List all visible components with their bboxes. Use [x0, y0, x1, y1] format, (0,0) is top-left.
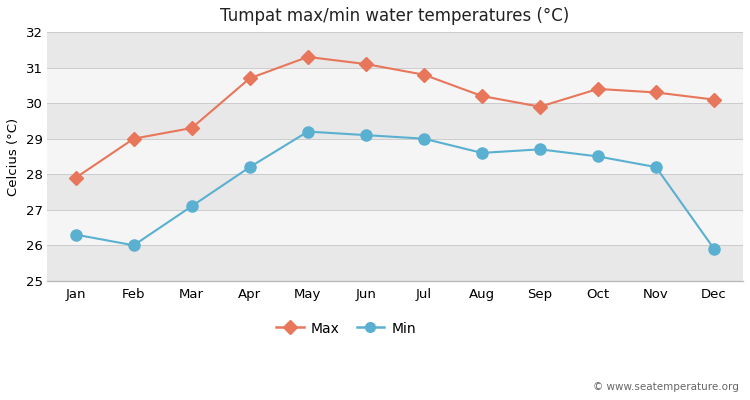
Text: © www.seatemperature.org: © www.seatemperature.org	[592, 382, 739, 392]
Y-axis label: Celcius (°C): Celcius (°C)	[7, 117, 20, 196]
Bar	[46, 174, 743, 210]
Bar	[46, 103, 743, 139]
Bar	[46, 245, 743, 281]
Legend: Max, Min: Max, Min	[271, 316, 422, 341]
Bar	[46, 139, 743, 174]
Bar	[46, 68, 743, 103]
Bar	[46, 32, 743, 68]
Bar	[46, 210, 743, 245]
Title: Tumpat max/min water temperatures (°C): Tumpat max/min water temperatures (°C)	[220, 7, 569, 25]
